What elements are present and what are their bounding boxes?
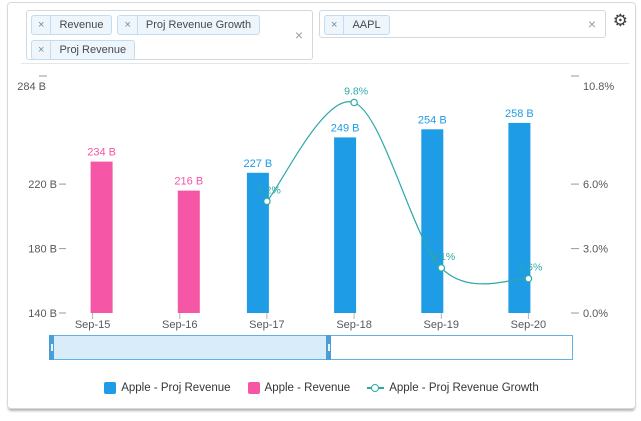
svg-text:220 B: 220 B xyxy=(28,179,57,191)
growth-marker-sep-20[interactable] xyxy=(524,274,533,283)
svg-text:Sep-17: Sep-17 xyxy=(249,319,284,331)
bar-value-label: 234 B xyxy=(87,147,116,159)
clear-tickers-icon[interactable]: × xyxy=(587,16,596,32)
clear-metrics-icon[interactable]: × xyxy=(294,27,303,43)
legend-swatch-blue xyxy=(104,382,117,394)
series-apple-proj-revenue: 227 B 249 B 254 B 258 B xyxy=(244,108,534,314)
chart-card: × Revenue × Proj Revenue Growth × Proj R… xyxy=(7,2,636,409)
svg-text:284 B: 284 B xyxy=(17,81,46,93)
chip-remove-icon[interactable]: × xyxy=(32,16,52,34)
svg-text:140 B: 140 B xyxy=(28,308,57,320)
growth-point-label: 2.1% xyxy=(431,251,455,263)
series-apple-proj-revenue-growth: 5.2% 9.8% 2.1% 1.6% xyxy=(257,86,542,285)
chart-plot-area[interactable]: 284 B 220 B 180 B 140 B 10.8% 6.0% 3.0% 0.0% Sep… xyxy=(8,63,635,335)
y-axis-right: 10.8% 6.0% 3.0% 0.0% xyxy=(571,75,614,320)
ticker-multiselect[interactable]: × AAPL × xyxy=(319,10,606,38)
svg-text:Sep-16: Sep-16 xyxy=(162,319,197,331)
navigator-left-handle[interactable] xyxy=(49,335,54,360)
legend-swatch-pink xyxy=(247,382,260,394)
bar-sep-16[interactable] xyxy=(177,190,200,313)
bar-sep-15[interactable] xyxy=(90,161,113,313)
bar-value-label: 249 B xyxy=(331,122,360,134)
legend-label: Apple - Proj Revenue Growth xyxy=(389,382,539,394)
growth-point-label: 5.2% xyxy=(257,184,281,196)
svg-text:Sep-15: Sep-15 xyxy=(75,319,110,331)
bar-sep-19[interactable] xyxy=(421,129,444,313)
ticker-chip-list: × AAPL xyxy=(320,11,568,39)
settings-gear-icon[interactable]: ⚙ xyxy=(612,11,628,30)
series-apple-revenue: 234 B 216 B xyxy=(87,147,203,313)
svg-text:0.0%: 0.0% xyxy=(583,308,608,320)
header-divider xyxy=(21,63,629,64)
legend-label: Apple - Revenue xyxy=(264,382,351,394)
svg-text:3.0%: 3.0% xyxy=(583,244,608,256)
handle-grip-icon xyxy=(50,344,53,351)
growth-marker-sep-19[interactable] xyxy=(437,264,446,272)
y-axis-left: 284 B 220 B 180 B 140 B xyxy=(17,75,66,320)
growth-point-label: 1.6% xyxy=(518,262,542,274)
growth-marker-sep-18[interactable] xyxy=(350,98,358,107)
metric-chip-list: × Revenue × Proj Revenue Growth × Proj R… xyxy=(27,11,275,64)
chip-label: Proj Revenue Growth xyxy=(145,19,252,31)
legend-item-proj-revenue-growth[interactable]: Apple - Proj Revenue Growth xyxy=(367,382,539,394)
svg-text:Sep-19: Sep-19 xyxy=(424,319,459,331)
chart-legend: Apple - Proj Revenue Apple - Revenue App… xyxy=(8,382,635,394)
navigator-right-handle[interactable] xyxy=(326,335,331,360)
chip-proj-revenue[interactable]: × Proj Revenue xyxy=(31,40,136,60)
chip-remove-icon[interactable]: × xyxy=(118,16,138,34)
bar-value-label: 216 B xyxy=(174,176,203,188)
svg-text:Sep-20: Sep-20 xyxy=(511,319,546,331)
growth-point-label: 9.8% xyxy=(344,86,368,98)
bar-sep-17[interactable] xyxy=(246,172,269,313)
legend-line-marker-icon xyxy=(367,383,385,393)
chip-remove-icon[interactable]: × xyxy=(325,16,345,34)
x-axis: Sep-15 Sep-16 Sep-17 Sep-18 Sep-19 Sep-20 xyxy=(75,313,546,331)
chip-proj-revenue-growth[interactable]: × Proj Revenue Growth xyxy=(117,15,261,35)
chip-label: AAPL xyxy=(352,19,381,31)
navigator-selected-range[interactable] xyxy=(50,336,329,359)
growth-marker-sep-17[interactable] xyxy=(263,197,271,206)
chip-revenue[interactable]: × Revenue xyxy=(31,15,113,35)
bar-sep-20[interactable] xyxy=(508,122,531,314)
metric-multiselect[interactable]: × Revenue × Proj Revenue Growth × Proj R… xyxy=(26,10,313,60)
svg-text:10.8%: 10.8% xyxy=(583,81,614,93)
chip-aapl[interactable]: × AAPL xyxy=(324,15,390,35)
growth-line xyxy=(266,101,529,285)
bar-value-label: 227 B xyxy=(244,158,273,170)
legend-item-proj-revenue[interactable]: Apple - Proj Revenue xyxy=(104,382,231,394)
chip-label: Proj Revenue xyxy=(59,44,127,56)
handle-grip-icon xyxy=(327,344,330,351)
chip-remove-icon[interactable]: × xyxy=(32,41,52,59)
range-navigator[interactable] xyxy=(49,335,573,360)
bar-value-label: 254 B xyxy=(418,114,447,126)
chip-label: Revenue xyxy=(59,19,104,31)
svg-text:6.0%: 6.0% xyxy=(583,179,608,191)
svg-text:180 B: 180 B xyxy=(28,244,57,256)
legend-label: Apple - Proj Revenue xyxy=(121,382,231,394)
bar-sep-18[interactable] xyxy=(334,137,357,313)
bar-value-label: 258 B xyxy=(505,108,534,120)
svg-text:Sep-18: Sep-18 xyxy=(336,319,371,331)
legend-item-revenue[interactable]: Apple - Revenue xyxy=(247,382,351,394)
